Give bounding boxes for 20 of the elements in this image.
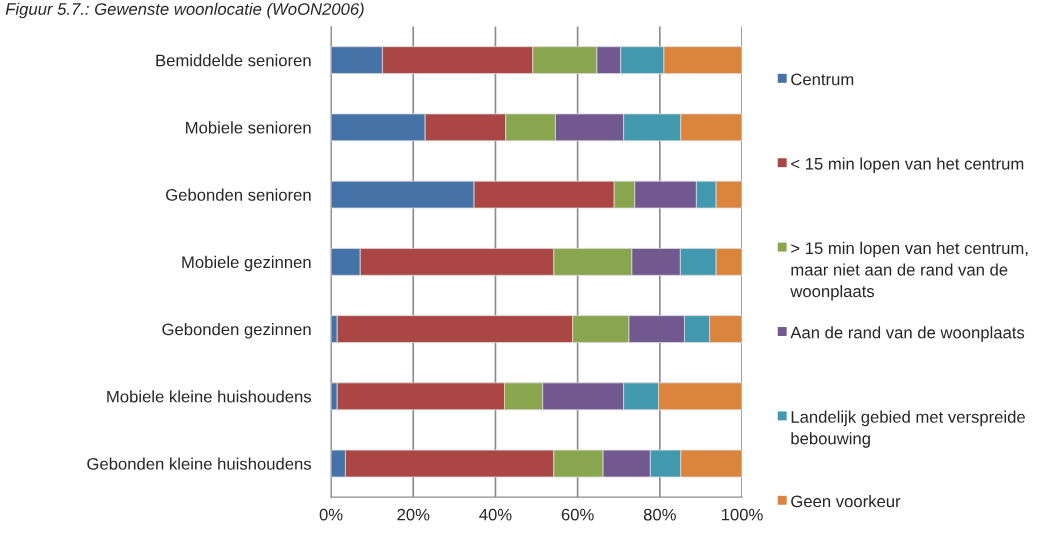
x-tick-label: 80% xyxy=(643,508,676,521)
y-tick-label: Mobiele gezinnen xyxy=(182,255,311,272)
legend-label: Centrum xyxy=(791,73,854,86)
x-tick-label: 40% xyxy=(479,508,512,521)
legend-label: Geen voorkeur xyxy=(791,495,901,508)
x-tick-label: 60% xyxy=(561,508,594,521)
legend-label: Aan de rand van de woonplaats xyxy=(790,326,1025,342)
y-tick-label: Gebonden senioren xyxy=(166,188,311,201)
legend-label: Landelijk gebied met verspreide bebouwing xyxy=(791,410,1025,448)
y-tick-label: Mobiele senioren xyxy=(186,121,311,134)
legend-label: < 15 min lopen van het centrum xyxy=(791,157,1024,173)
x-tick-label: 0% xyxy=(319,508,343,521)
y-tick-label: Bemiddelde senioren xyxy=(156,54,311,67)
text: Figuur 5.7.: Gewenste woonlocatie (WoON2006) xyxy=(5,2,364,19)
y-tick-label: Mobiele kleine huishoudens xyxy=(107,390,312,403)
y-tick-label: Gebonden gezinnen xyxy=(162,323,311,339)
y-tick-label: Gebonden kleine huishoudens xyxy=(87,457,312,470)
legend-label: > 15 min lopen van het centrum, maar niet aan de rand van de woonplaats xyxy=(790,241,1028,301)
x-tick-label: 100% xyxy=(721,508,763,521)
x-tick-label: 20% xyxy=(397,508,430,521)
